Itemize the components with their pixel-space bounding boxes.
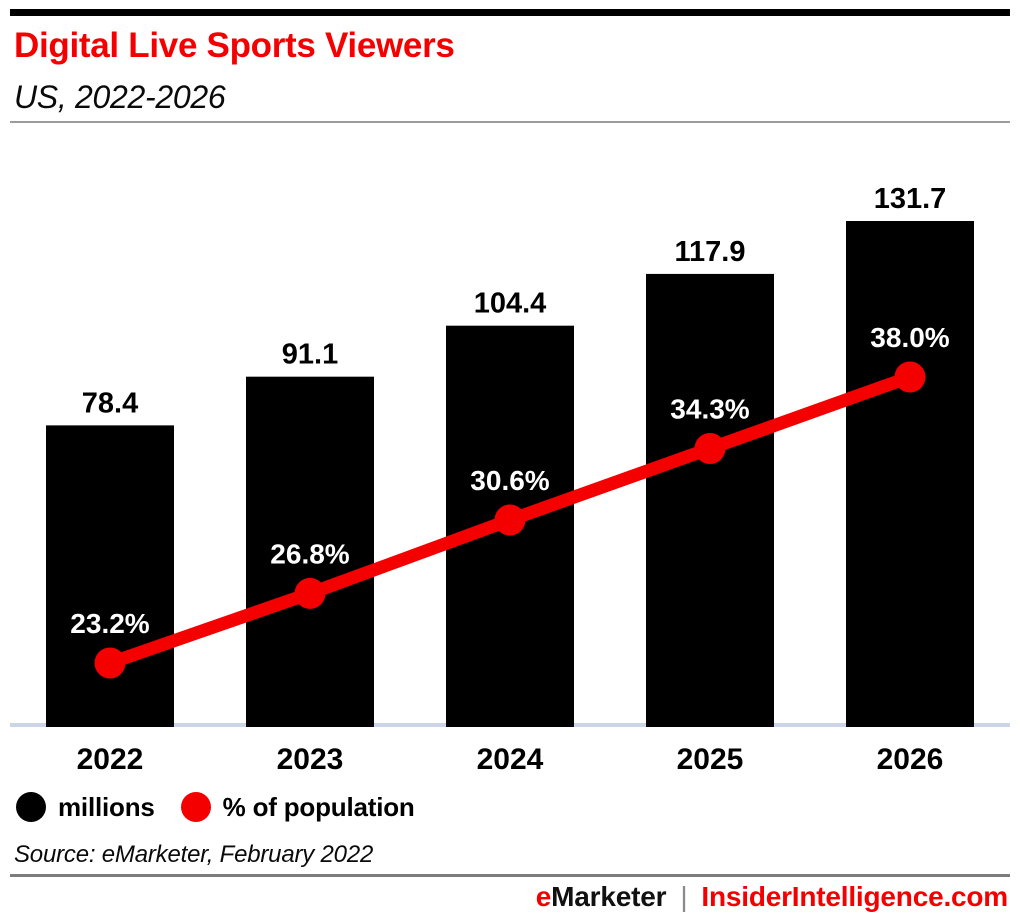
brand-emarketer-rest: Marketer xyxy=(551,881,667,912)
line-point-2023 xyxy=(294,577,326,609)
footer-site-link: InsiderIntelligence.com xyxy=(701,881,1008,912)
line-point-2026 xyxy=(894,361,926,393)
line-point-2025 xyxy=(694,433,726,464)
bar-value-label-2026: 131.7 xyxy=(874,183,947,215)
brand-emarketer: eMarketer xyxy=(536,881,667,912)
bar-value-label-2025: 117.9 xyxy=(675,236,746,268)
bar-2026 xyxy=(846,221,974,727)
line-value-label-2023: 26.8% xyxy=(270,538,349,569)
x-tick-label-2023: 2023 xyxy=(277,743,344,776)
x-tick-label-2022: 2022 xyxy=(77,743,144,776)
x-tick-label-2025: 2025 xyxy=(677,743,744,776)
page-subtitle: US, 2022-2026 xyxy=(14,79,226,115)
percent-dot-icon xyxy=(180,792,211,822)
bar-value-label-2023: 91.1 xyxy=(282,339,338,371)
footer-divider xyxy=(10,874,1010,877)
top-rule xyxy=(10,9,1010,16)
line-value-label-2024: 30.6% xyxy=(470,465,549,496)
bar-value-label-2022: 78.4 xyxy=(82,387,138,419)
footer-separator: | xyxy=(680,881,688,912)
line-value-label-2026: 38.0% xyxy=(870,322,949,353)
millions-dot-icon xyxy=(16,792,46,822)
line-value-label-2025: 34.3% xyxy=(670,394,749,425)
line-point-2024 xyxy=(494,504,526,536)
line-value-label-2022: 23.2% xyxy=(70,608,149,639)
bar-2022 xyxy=(46,425,174,727)
x-tick-label-2024: 2024 xyxy=(477,743,544,776)
x-tick-label-2026: 2026 xyxy=(877,743,944,776)
legend-label-percent-of-population: % of population xyxy=(222,791,415,822)
bar-2023 xyxy=(246,376,374,727)
source-note: Source: eMarketer, February 2022 xyxy=(14,841,374,868)
line-point-2022 xyxy=(94,647,126,679)
legend-label-millions: millions xyxy=(58,791,155,822)
legend-item-millions: millions xyxy=(16,792,155,823)
legend-item-percent-of-population: % of population xyxy=(180,791,415,823)
footer-brand: eMarketer | InsiderIntelligence.com xyxy=(536,881,1008,913)
bar-line-chart: 78.4 2022 91.1 2023 104.4 2024 117.9 2025 131.7 2… xyxy=(10,183,1010,776)
chart-legend: millions % of population xyxy=(16,789,415,825)
header-divider xyxy=(10,121,1010,123)
bar-value-label-2024: 104.4 xyxy=(474,288,547,320)
page-title: Digital Live Sports Viewers xyxy=(14,26,455,65)
brand-emarketer-e: e xyxy=(535,881,552,912)
bar-2025 xyxy=(646,273,774,727)
